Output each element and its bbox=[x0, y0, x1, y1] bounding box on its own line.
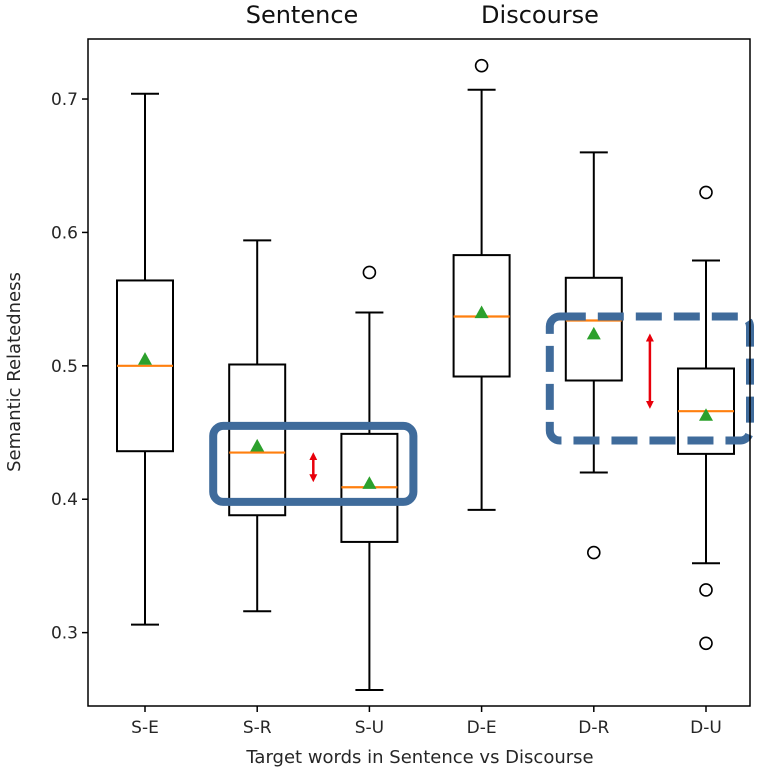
box-iqr bbox=[564, 276, 623, 382]
x-tick-label: S-E bbox=[131, 718, 159, 738]
outlier-point bbox=[699, 185, 713, 200]
box-d-u bbox=[677, 185, 735, 651]
x-axis: S-E S-R S-U D-E D-R D-U bbox=[131, 706, 722, 738]
mean-marker bbox=[250, 438, 265, 452]
box-s-u bbox=[340, 265, 399, 691]
box-d-r bbox=[564, 151, 623, 560]
y-axis: 0.3 0.4 0.5 0.6 0.7 bbox=[51, 90, 88, 644]
boxes-layer bbox=[116, 58, 735, 691]
box-d-e bbox=[452, 58, 511, 511]
mean-marker bbox=[138, 352, 152, 365]
mean-marker bbox=[699, 408, 713, 421]
outlier-point bbox=[699, 583, 713, 597]
x-tick-label: D-R bbox=[578, 718, 609, 738]
mean-marker bbox=[474, 305, 489, 319]
x-tick-label: D-U bbox=[690, 718, 722, 738]
x-tick-label: D-E bbox=[467, 718, 497, 738]
x-tick-label: S-U bbox=[355, 718, 384, 738]
y-tick-label: 0.6 bbox=[51, 223, 78, 243]
outlier-point bbox=[474, 58, 489, 73]
y-tick-label: 0.4 bbox=[51, 490, 78, 510]
highlight-box-solid bbox=[209, 421, 418, 506]
mean-marker bbox=[362, 476, 377, 489]
x-tick-label: S-R bbox=[243, 718, 272, 738]
y-axis-label: Semantic Relatedness bbox=[4, 272, 25, 472]
outlier-point bbox=[699, 636, 713, 651]
outlier-point bbox=[586, 545, 601, 560]
group-label-sentence: Sentence bbox=[246, 1, 359, 29]
group-label-discourse: Discourse bbox=[481, 1, 599, 29]
box-s-e bbox=[116, 92, 174, 626]
y-tick-label: 0.5 bbox=[51, 357, 78, 377]
x-axis-label: Target words in Sentence vs Discourse bbox=[245, 747, 593, 768]
box-s-r bbox=[228, 239, 287, 613]
y-tick-label: 0.7 bbox=[51, 90, 78, 110]
box-iqr bbox=[228, 363, 287, 517]
y-tick-label: 0.3 bbox=[51, 624, 78, 644]
mean-marker bbox=[586, 326, 601, 340]
plot-frame bbox=[87, 38, 751, 707]
outlier-point bbox=[362, 265, 377, 280]
